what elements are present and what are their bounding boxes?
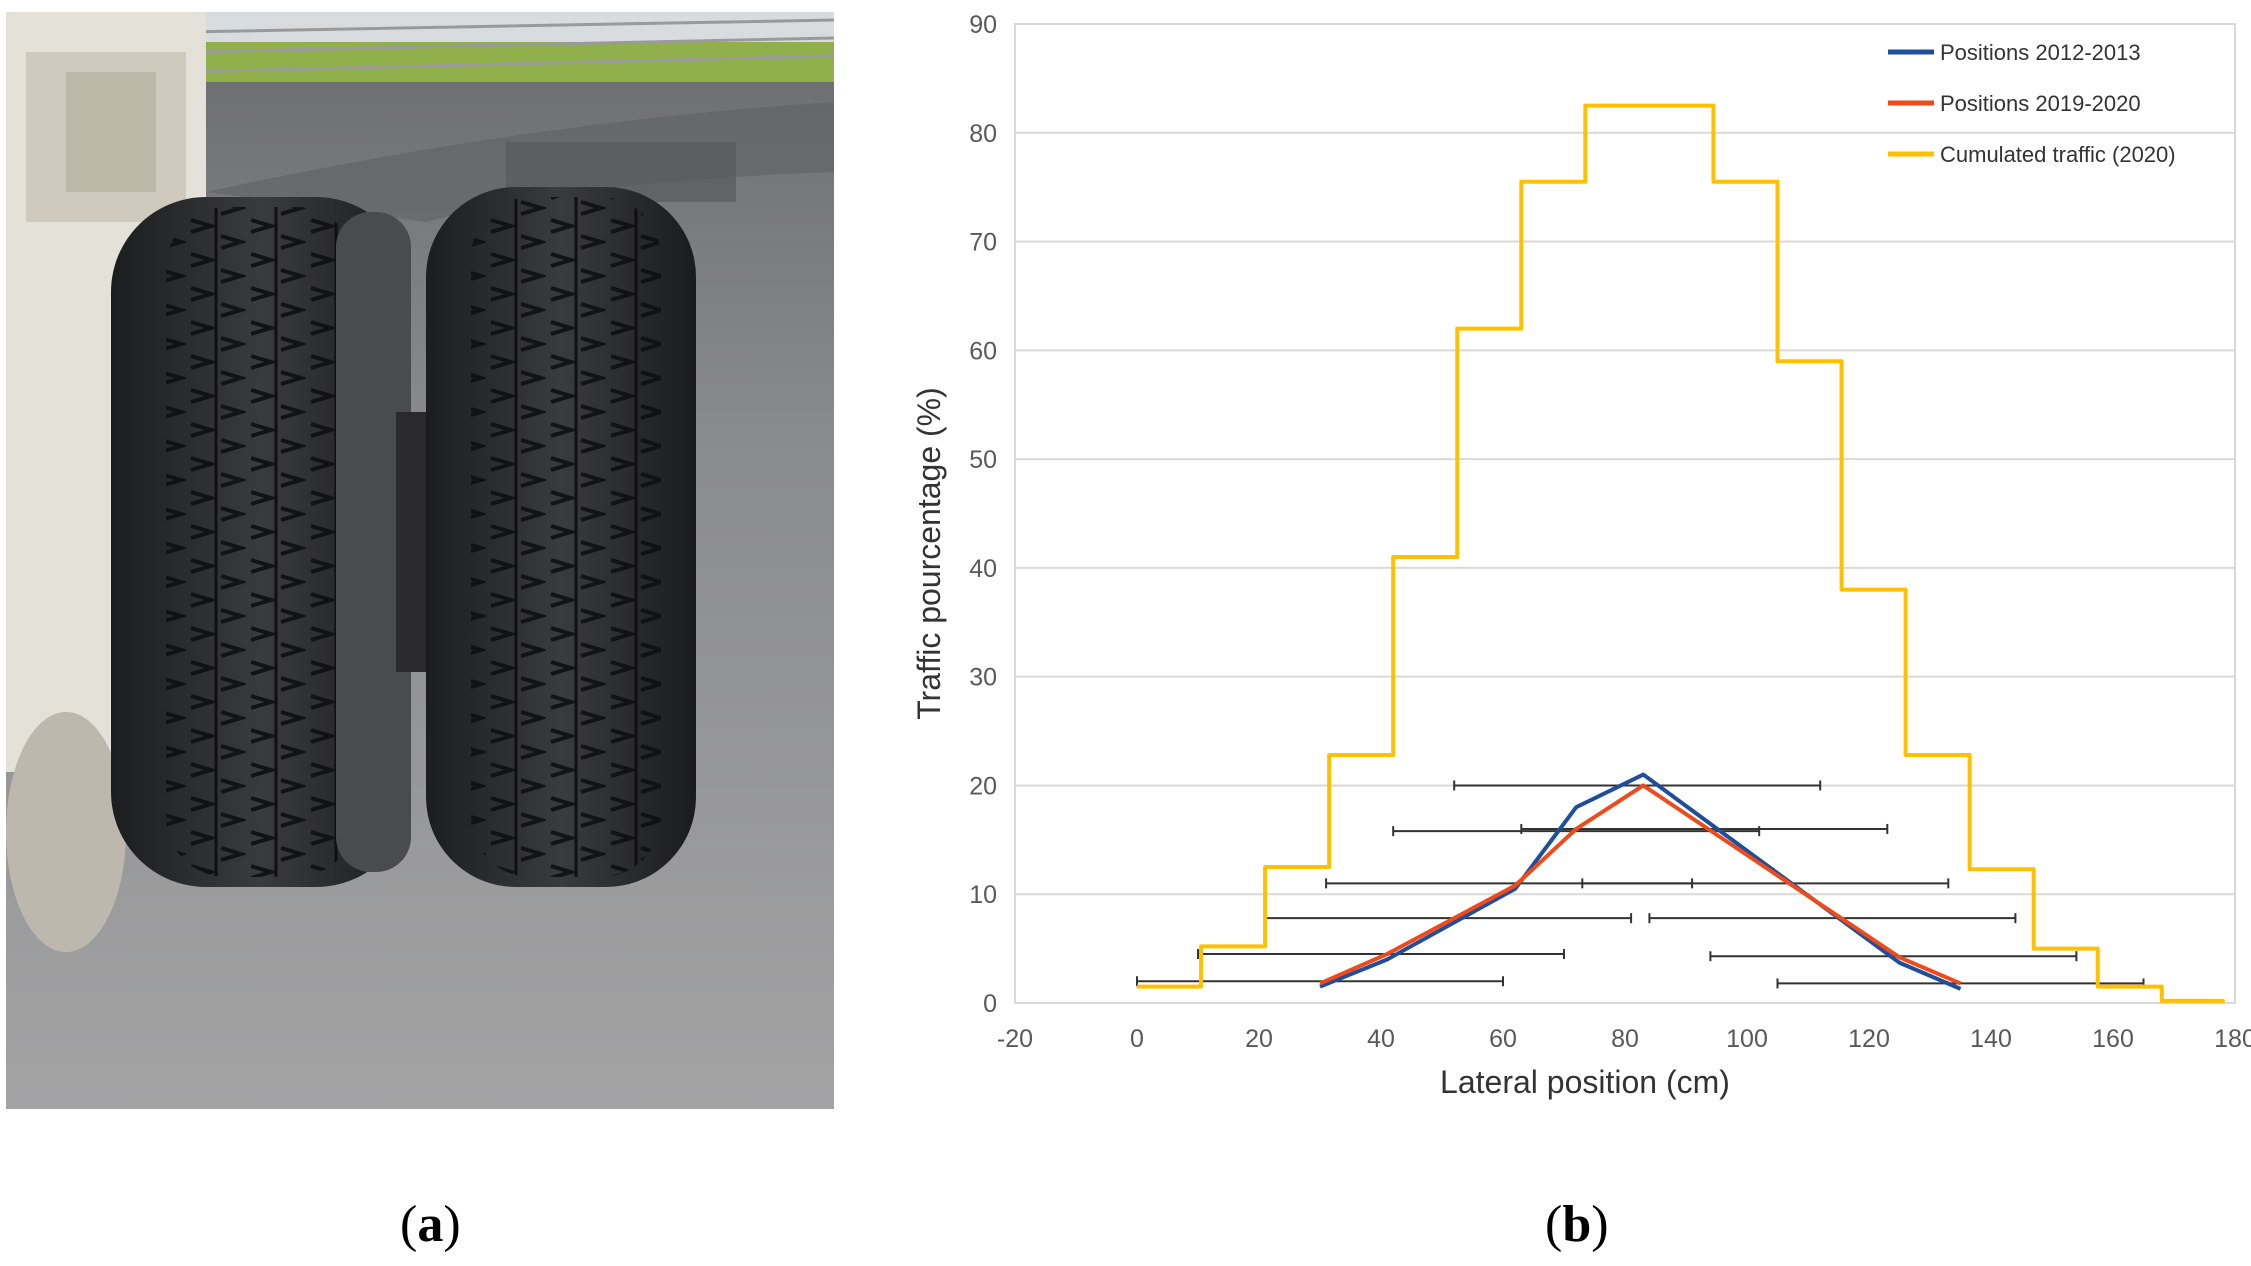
y-tick-label: 20: [969, 772, 997, 800]
x-tick-label: 0: [1130, 1025, 1144, 1053]
legend-label-1: Positions 2019-2020: [1940, 91, 2141, 116]
y-tick-label: 0: [983, 990, 997, 1018]
grid-lines: [1015, 23, 2235, 1004]
y-tick-label: 80: [969, 120, 997, 148]
x-tick-label: 180: [2214, 1025, 2251, 1053]
plot-frame: [1014, 23, 2236, 1004]
caption-b: (b): [1545, 1196, 1609, 1253]
caption-a-letter: a: [417, 1196, 444, 1253]
x-tick-label: 80: [1611, 1025, 1639, 1053]
series-line-2: [1137, 103, 2225, 1003]
x-axis-label: Lateral position (cm): [1440, 1064, 1730, 1100]
legend-label-0: Positions 2012-2013: [1940, 40, 2141, 65]
series-line-1: [1319, 783, 1962, 986]
y-tick-label: 90: [969, 11, 997, 39]
legend-label-2: Cumulated traffic (2020): [1940, 142, 2176, 167]
legend: Positions 2012-2013 Positions 2019-2020 Cu…: [1888, 40, 2176, 167]
y-tick-label: 70: [969, 229, 997, 257]
caption-a: (a): [400, 1196, 461, 1253]
y-tick-label: 60: [969, 337, 997, 365]
x-tick-label: 40: [1367, 1025, 1395, 1053]
caption-b-letter: b: [1562, 1196, 1592, 1253]
x-tick-label: 120: [1848, 1025, 1890, 1053]
y-tick-label: 50: [969, 446, 997, 474]
y-tick-labels: 0 10 20 30 40 50 60 70 80 90: [969, 11, 997, 1018]
x-tick-label: 100: [1726, 1025, 1768, 1053]
y-tick-label: 10: [969, 881, 997, 909]
y-axis-label: Traffic pourcentage (%): [911, 387, 947, 720]
series-lines: [1137, 103, 2225, 1003]
series-line-0: [1319, 772, 1962, 991]
x-tick-label: 20: [1245, 1025, 1273, 1053]
x-tick-label: 160: [2092, 1025, 2134, 1053]
x-tick-label: -20: [997, 1025, 1033, 1053]
y-tick-label: 40: [969, 555, 997, 583]
x-tick-labels: -20 0 20 40 60 80 100 120 140 160 180: [997, 1025, 2251, 1053]
y-tick-label: 30: [969, 664, 997, 692]
traffic-chart: 0 10 20 30 40 50 60 70 80 90 -20 0 20 40 60 80 100 120 14…: [900, 0, 2251, 1130]
error-bars: [1136, 780, 2145, 989]
tire-photo: [6, 12, 835, 1109]
x-tick-label: 60: [1489, 1025, 1517, 1053]
x-tick-label: 140: [1970, 1025, 2012, 1053]
